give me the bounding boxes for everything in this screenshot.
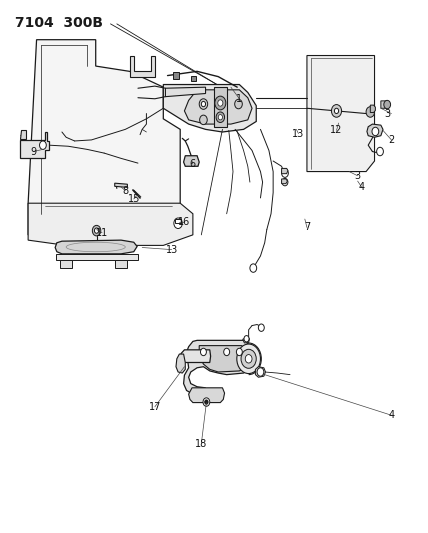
Polygon shape (184, 90, 252, 124)
Text: 8: 8 (122, 185, 128, 196)
Polygon shape (214, 87, 227, 127)
Text: 18: 18 (195, 439, 208, 449)
Text: 3: 3 (384, 109, 390, 118)
Circle shape (218, 115, 223, 120)
Circle shape (218, 100, 223, 106)
Circle shape (95, 228, 99, 233)
Polygon shape (60, 260, 72, 268)
Circle shape (245, 354, 252, 363)
Circle shape (174, 218, 182, 229)
Circle shape (282, 169, 288, 177)
Polygon shape (115, 260, 128, 268)
Text: 16: 16 (178, 217, 190, 227)
Circle shape (282, 179, 288, 186)
Circle shape (203, 398, 210, 406)
Polygon shape (165, 87, 205, 96)
Circle shape (257, 368, 264, 376)
Text: 4: 4 (388, 410, 395, 420)
Circle shape (366, 107, 374, 117)
Circle shape (235, 99, 242, 109)
Circle shape (224, 348, 230, 356)
Circle shape (216, 112, 225, 123)
Text: 17: 17 (149, 402, 161, 412)
Text: 1: 1 (236, 94, 242, 104)
Circle shape (199, 115, 207, 125)
Text: 7104  300B: 7104 300B (15, 16, 104, 30)
Polygon shape (28, 39, 180, 238)
Circle shape (250, 264, 257, 272)
Text: 6: 6 (190, 159, 196, 169)
Polygon shape (256, 367, 265, 377)
Polygon shape (282, 168, 288, 174)
Circle shape (215, 96, 226, 110)
Polygon shape (56, 254, 138, 260)
Circle shape (205, 400, 208, 404)
Polygon shape (172, 72, 178, 79)
Polygon shape (115, 183, 128, 188)
Polygon shape (189, 388, 225, 402)
Circle shape (259, 324, 264, 332)
Text: 13: 13 (166, 245, 178, 255)
Text: 13: 13 (292, 128, 305, 139)
Polygon shape (28, 203, 193, 245)
Polygon shape (20, 132, 49, 158)
Circle shape (377, 147, 383, 156)
Text: 12: 12 (330, 125, 343, 135)
Polygon shape (191, 76, 196, 81)
Circle shape (236, 348, 242, 356)
Polygon shape (381, 101, 389, 108)
Polygon shape (181, 350, 211, 362)
Circle shape (199, 99, 208, 109)
Polygon shape (20, 131, 26, 139)
Text: 3: 3 (354, 171, 361, 181)
Polygon shape (176, 354, 185, 373)
Circle shape (384, 100, 391, 109)
Text: 11: 11 (96, 228, 108, 238)
Text: 4: 4 (359, 182, 365, 192)
Polygon shape (184, 341, 254, 394)
Text: 7: 7 (304, 222, 310, 232)
Circle shape (244, 336, 249, 342)
Polygon shape (370, 105, 375, 112)
Polygon shape (55, 240, 137, 254)
Polygon shape (282, 179, 288, 184)
Circle shape (201, 101, 205, 107)
Text: 15: 15 (128, 194, 140, 204)
Circle shape (39, 141, 46, 149)
Polygon shape (243, 337, 250, 343)
Polygon shape (163, 85, 256, 132)
Polygon shape (130, 55, 155, 77)
Circle shape (237, 344, 261, 374)
Text: 9: 9 (30, 147, 36, 157)
Circle shape (200, 348, 206, 356)
Text: 2: 2 (388, 135, 395, 145)
Polygon shape (199, 345, 250, 372)
Polygon shape (367, 124, 383, 138)
Polygon shape (184, 156, 199, 166)
Circle shape (241, 349, 256, 368)
Circle shape (92, 225, 101, 236)
Circle shape (372, 127, 379, 136)
Circle shape (331, 104, 342, 117)
Circle shape (334, 108, 339, 114)
Polygon shape (307, 55, 374, 172)
